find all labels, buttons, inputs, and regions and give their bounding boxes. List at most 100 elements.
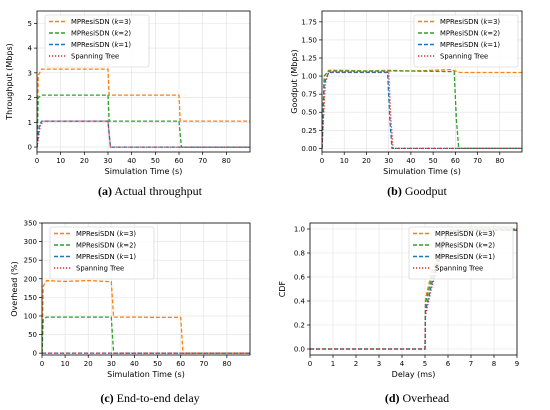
series-line-2 (37, 94, 250, 148)
x-tick-label: 9 (515, 360, 519, 368)
y-tick-label: 50 (28, 331, 37, 339)
y-tick-label: 1 (28, 119, 32, 127)
x-tick-label: 40 (130, 360, 139, 368)
axes-frame (36, 10, 251, 153)
x-tick-label: 0 (320, 157, 324, 165)
y-tick-label: 250 (24, 257, 37, 265)
legend-label: Spanning Tree (71, 53, 119, 61)
caption-b: (b) Goodput (312, 184, 522, 199)
x-tick-label: 20 (362, 157, 371, 165)
caption-d-text: Overhead (399, 391, 450, 405)
y-tick-label: 0.8 (294, 250, 305, 258)
y-tick-label: 0.2 (294, 322, 305, 330)
y-axis-label: Throughput (Mbps) (5, 43, 14, 120)
y-tick-label: 0.50 (301, 109, 317, 117)
y-tick-label: 1.50 (301, 36, 317, 44)
legend-box (408, 226, 514, 280)
axes-frame (41, 222, 251, 356)
x-tick-label: 50 (153, 360, 162, 368)
legend-box (49, 226, 155, 280)
chart-panel-4: 0 1 2 3 4 5 6 7 8 9 0.0 0.2 0.4 0.6 0.8 1.0 Delay (ms) CD… (278, 222, 519, 379)
caption-c-text: End-to-end delay (113, 391, 200, 405)
legend-box (413, 14, 519, 68)
y-tick-label: 0 (28, 144, 32, 152)
x-tick-label: 80 (495, 157, 504, 165)
legend-label: MPResiSDN (k=3) (71, 18, 131, 26)
series-line-4 (322, 71, 522, 150)
x-tick-label: 0 (35, 157, 39, 165)
y-tick-label: 100 (24, 312, 37, 320)
y-axis-label: Goodput (Mbps) (290, 49, 299, 113)
y-tick-label: 0.6 (294, 274, 306, 282)
x-tick-label: 30 (104, 157, 113, 165)
x-tick-label: 7 (469, 360, 473, 368)
legend-label: MPResiSDN (k=2) (76, 242, 136, 250)
x-tick-label: 70 (199, 360, 208, 368)
axes-frame (309, 222, 518, 356)
chart-panel-1: 0 10 20 30 40 50 60 70 80 0 1 2 3 4 5 Simulation Time (… (5, 10, 251, 176)
legend-label: MPResiSDN (k=3) (76, 230, 136, 238)
x-tick-label: 4 (400, 360, 405, 368)
legend-label: MPResiSDN (k=1) (76, 253, 136, 261)
x-axis-label: Simulation Time (s) (105, 167, 183, 176)
caption-c: (c) End-to-end delay (35, 391, 265, 406)
series-line-3 (37, 120, 250, 148)
y-tick-label: 150 (24, 294, 37, 302)
series-line-1 (37, 68, 250, 148)
legend-label: MPResiSDN (k=2) (435, 242, 495, 250)
y-tick-label: 0.0 (294, 346, 305, 354)
legend: MPResiSDN (k=3) MPResiSDN (k=2) MPResiSDN … (408, 226, 514, 280)
y-tick-label: 1.25 (301, 55, 317, 63)
x-tick-label: 60 (451, 157, 460, 165)
caption-d-letter: (d) (384, 391, 400, 405)
x-tick-label: 80 (222, 157, 231, 165)
x-tick-label: 60 (175, 157, 184, 165)
legend-label: MPResiSDN (k=3) (435, 230, 495, 238)
x-tick-label: 3 (377, 360, 381, 368)
x-tick-label: 10 (56, 157, 65, 165)
legend-label: MPResiSDN (k=1) (440, 41, 500, 49)
series-line-3 (322, 71, 522, 150)
x-axis-label: Simulation Time (s) (383, 167, 461, 176)
x-tick-label: 0 (308, 360, 312, 368)
legend: MPResiSDN (k=3) MPResiSDN (k=2) MPResiSDN … (413, 14, 519, 68)
legend-box (44, 14, 150, 68)
x-tick-label: 5 (423, 360, 427, 368)
series-line-1 (322, 68, 522, 149)
x-tick-label: 20 (84, 360, 93, 368)
x-tick-label: 60 (176, 360, 185, 368)
x-tick-label: 10 (61, 360, 70, 368)
caption-b-letter: (b) (387, 184, 402, 198)
y-tick-label: 0.4 (294, 298, 306, 306)
caption-a-letter: (a) (98, 184, 112, 198)
legend-label: MPResiSDN (k=3) (440, 18, 500, 26)
y-axis-label: Overhead (%) (10, 261, 19, 316)
axes-frame (321, 10, 523, 153)
y-tick-label: 350 (24, 220, 37, 228)
legend-label: Spanning Tree (435, 265, 483, 273)
y-tick-label: 200 (24, 275, 37, 283)
legend-label: MPResiSDN (k=1) (71, 41, 131, 49)
caption-b-text: Goodput (401, 184, 447, 198)
x-tick-label: 2 (354, 360, 358, 368)
y-tick-label: 2 (28, 94, 32, 102)
x-tick-label: 6 (446, 360, 451, 368)
caption-a: (a) Actual throughput (35, 184, 265, 199)
y-tick-label: 3 (28, 69, 32, 77)
x-tick-label: 40 (406, 157, 415, 165)
y-tick-label: 1.0 (294, 226, 305, 234)
x-tick-label: 70 (198, 157, 207, 165)
y-tick-label: 1.00 (301, 73, 317, 81)
x-tick-label: 70 (473, 157, 482, 165)
x-tick-label: 0 (40, 360, 44, 368)
x-tick-label: 10 (340, 157, 349, 165)
x-axis-label: Delay (ms) (392, 370, 436, 379)
y-tick-label: 0 (33, 350, 37, 358)
legend-label: MPResiSDN (k=1) (435, 253, 495, 261)
caption-d: (d) Overhead (312, 391, 522, 406)
x-tick-label: 20 (80, 157, 89, 165)
caption-a-text: Actual throughput (112, 184, 202, 198)
caption-c-letter: (c) (100, 391, 114, 405)
x-tick-label: 1 (331, 360, 335, 368)
x-tick-label: 30 (384, 157, 393, 165)
